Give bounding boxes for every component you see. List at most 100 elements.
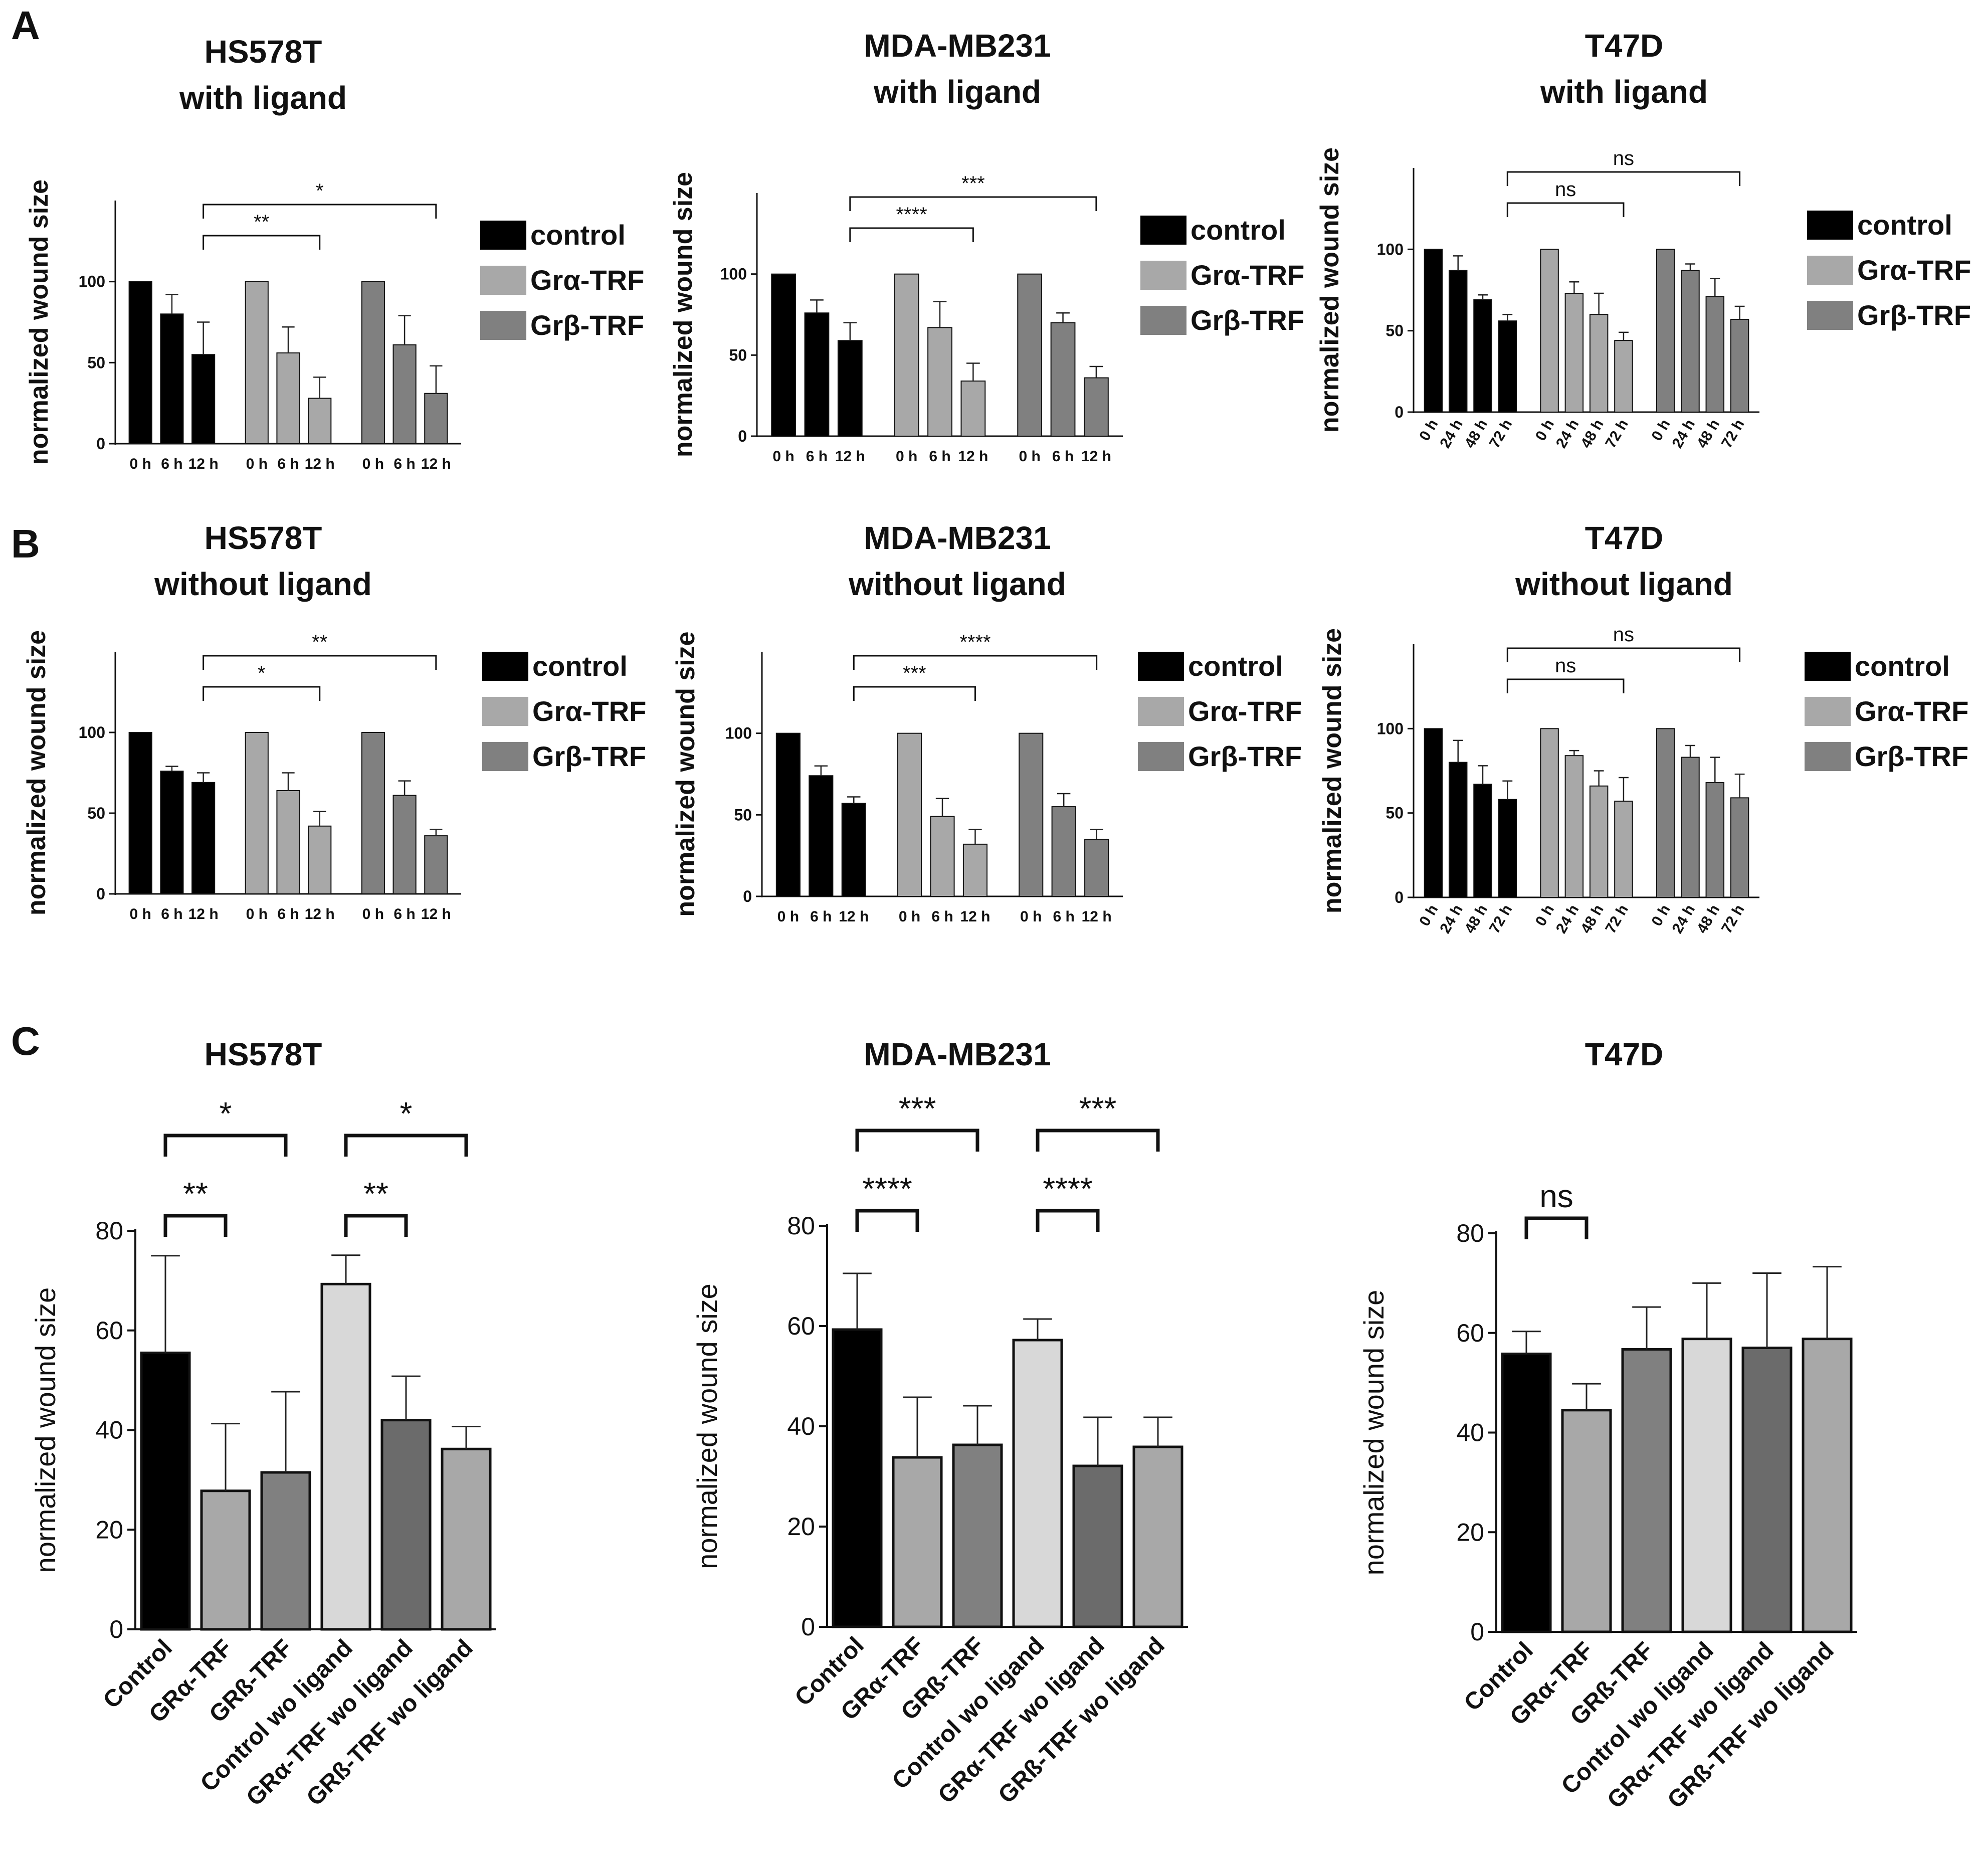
- bar-control: [1498, 799, 1517, 898]
- y-tick-label: 0: [1470, 1618, 1484, 1646]
- x-tick-label: 6 h: [931, 908, 953, 925]
- significance-bracket: [849, 227, 974, 242]
- y-tick-label: 60: [787, 1312, 815, 1340]
- y-tick-label: 80: [787, 1212, 815, 1240]
- bar-control: [1473, 299, 1492, 413]
- y-tick-label: 0: [738, 427, 747, 445]
- x-tick-label: 12 h: [421, 906, 451, 922]
- chart-title: HS578T: [205, 1036, 322, 1072]
- legend-swatch: [1138, 742, 1184, 771]
- legend-entry: Grβ-TRF: [1188, 740, 1302, 772]
- x-tick-label: 6 h: [393, 906, 415, 922]
- x-tick-label: 0 h: [1020, 908, 1042, 925]
- y-tick-label: 0: [1395, 888, 1404, 906]
- legend-swatch: [1138, 652, 1184, 681]
- panel-label-b: B: [11, 521, 40, 566]
- x-tick-label: 12 h: [1081, 448, 1111, 465]
- legend-entry: control: [1188, 650, 1283, 682]
- bar-4: [380, 1419, 432, 1631]
- bar-Grα-TRF: [897, 732, 922, 897]
- bar-Grα-TRF: [276, 352, 300, 445]
- x-tick-label: 0 h: [777, 908, 799, 925]
- bar-Grβ-TRF: [1730, 797, 1749, 898]
- x-tick-label: 0 h: [1019, 448, 1041, 465]
- y-tick-label: 0: [109, 1615, 123, 1643]
- bar-control: [1498, 320, 1517, 413]
- y-axis-label: normalized wound size: [22, 630, 51, 915]
- chart-title-line-2: with ligand: [873, 74, 1041, 110]
- y-axis-label: normalized wound size: [691, 1283, 723, 1569]
- chart-hs578t-with-ligand: HS578T with ligand normalized wound size 0 5…: [25, 34, 644, 472]
- bar-Grα-TRF: [1589, 785, 1609, 898]
- x-tick-label: 12 h: [188, 456, 219, 472]
- y-axis-label: normalized wound size: [25, 179, 54, 465]
- x-tick-label: 12 h: [958, 448, 988, 465]
- x-tick-label: 0 h: [130, 906, 151, 922]
- significance-bracket: [203, 655, 437, 670]
- legend-entry: control: [1191, 214, 1286, 246]
- significance-bracket: [163, 1134, 288, 1157]
- significance-label: ns: [1555, 178, 1576, 201]
- bar-Grα-TRF: [308, 398, 332, 445]
- bar-control: [837, 340, 863, 437]
- bar-Grβ-TRF: [1730, 318, 1749, 413]
- chart-title-line-2: without ligand: [154, 566, 372, 602]
- y-tick-label: 80: [95, 1217, 123, 1245]
- bar-Grα-TRF: [308, 825, 332, 895]
- x-tick-label: 0 h: [362, 456, 384, 472]
- y-tick-label: 80: [1456, 1219, 1484, 1247]
- significance-label: *: [220, 1095, 232, 1132]
- legend-swatch: [482, 652, 528, 681]
- legend-swatch: [1805, 697, 1851, 726]
- legend-swatch: [480, 221, 526, 250]
- bar-Grβ-TRF: [1705, 782, 1725, 898]
- chart-title-line-2: without ligand: [1515, 566, 1733, 602]
- chart-title-line-1: MDA-MB231: [864, 28, 1051, 64]
- significance-bracket: [1506, 647, 1741, 662]
- significance-label: **: [254, 211, 269, 233]
- x-tick-label: 12 h: [839, 908, 869, 925]
- legend-entry: Grα-TRF: [1191, 259, 1304, 291]
- significance-label: **: [183, 1176, 208, 1212]
- bar-1: [892, 1456, 943, 1628]
- legend-entry: control: [530, 219, 626, 251]
- significance-label: ns: [1613, 624, 1634, 646]
- y-tick-label: 60: [95, 1317, 123, 1345]
- y-tick-label: 100: [1377, 240, 1404, 258]
- legend-entry: Grβ-TRF: [530, 309, 644, 341]
- y-axis-label: normalized wound size: [1315, 147, 1344, 433]
- legend-swatch: [482, 697, 528, 726]
- bar-control: [1448, 762, 1468, 898]
- bar-0: [1501, 1352, 1552, 1633]
- legend-swatch: [480, 266, 526, 295]
- x-tick-label: 6 h: [161, 906, 182, 922]
- bar-Grβ-TRF: [1705, 296, 1725, 413]
- significance-bracket: [203, 686, 321, 701]
- bar-Grα-TRF: [1540, 249, 1559, 413]
- bar-1: [1561, 1409, 1612, 1633]
- bar-Grα-TRF: [1564, 292, 1584, 413]
- legend-swatch: [480, 311, 526, 340]
- y-tick-label: 0: [96, 885, 105, 903]
- bar-Grα-TRF: [276, 790, 300, 895]
- panel-label-c: C: [11, 1019, 40, 1063]
- significance-bracket: [344, 1214, 408, 1237]
- bar-control: [809, 775, 834, 897]
- significance-bracket: [203, 204, 437, 219]
- bar-5: [1132, 1445, 1183, 1628]
- bar-control: [160, 771, 184, 895]
- x-tick-label: 12 h: [835, 448, 865, 465]
- significance-bracket: [1506, 202, 1625, 217]
- x-tick-label: 6 h: [806, 448, 828, 465]
- significance-bracket: [853, 655, 1098, 670]
- x-tick-label: 6 h: [277, 456, 299, 472]
- bar-Grβ-TRF: [1017, 273, 1043, 437]
- bar-Grα-TRF: [245, 732, 269, 894]
- y-tick-label: 0: [96, 435, 105, 453]
- bar-control: [1424, 728, 1443, 898]
- significance-bracket: [855, 1129, 979, 1152]
- y-axis-label: normalized wound size: [1318, 628, 1347, 913]
- y-tick-label: 100: [1377, 719, 1404, 737]
- significance-label: **: [363, 1176, 388, 1212]
